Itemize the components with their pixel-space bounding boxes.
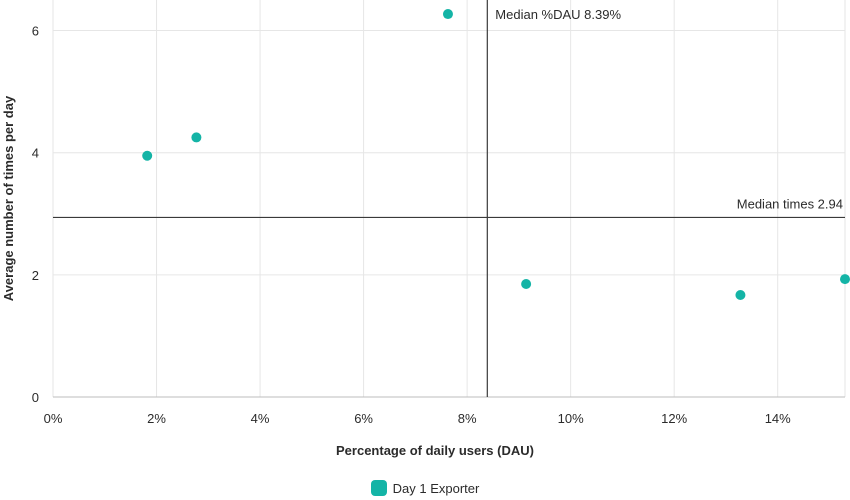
data-point[interactable] — [191, 132, 202, 143]
x-axis-title: Percentage of daily users (DAU) — [336, 443, 534, 458]
data-points — [142, 9, 850, 301]
y-axis-title: Average number of times per day — [1, 95, 16, 301]
y-tick-label: 0 — [32, 390, 39, 405]
x-tick-label: 0% — [44, 411, 63, 426]
x-tick-label: 2% — [147, 411, 166, 426]
data-point[interactable] — [442, 9, 453, 20]
median-times-label: Median times 2.94 — [737, 196, 843, 211]
legend-label: Day 1 Exporter — [392, 480, 480, 496]
median-dau-label: Median %DAU 8.39% — [495, 7, 621, 22]
median-reference-lines — [53, 0, 845, 397]
axis-tick-labels: 0% 2% 4% 6% 8% 10% 12% 14% 0 2 4 6 — [32, 24, 791, 426]
x-tick-label: 4% — [251, 411, 270, 426]
legend: Day 1 Exporter — [0, 480, 850, 496]
data-point[interactable] — [840, 274, 850, 285]
median-annotations: Median %DAU 8.39% Median times 2.94 — [495, 7, 843, 211]
data-point[interactable] — [521, 279, 532, 290]
y-tick-label: 6 — [32, 24, 39, 39]
y-tick-label: 2 — [32, 268, 39, 283]
x-tick-label: 10% — [558, 411, 584, 426]
x-tick-label: 8% — [458, 411, 477, 426]
data-point[interactable] — [735, 290, 746, 301]
x-tick-label: 12% — [661, 411, 687, 426]
grid-lines — [52, 0, 846, 398]
data-point[interactable] — [142, 150, 153, 161]
x-tick-label: 6% — [354, 411, 373, 426]
x-tick-label: 14% — [765, 411, 791, 426]
y-tick-label: 4 — [32, 146, 39, 161]
legend-swatch — [370, 480, 387, 496]
